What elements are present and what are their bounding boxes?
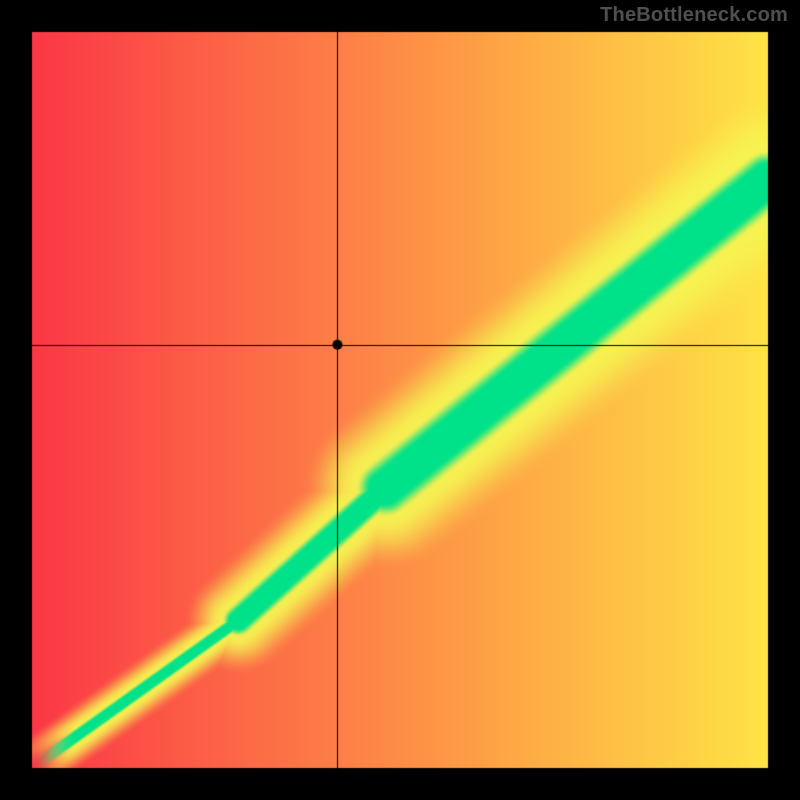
chart-root: TheBottleneck.com xyxy=(0,0,800,800)
watermark-text: TheBottleneck.com xyxy=(600,4,788,27)
bottleneck-heatmap xyxy=(0,0,800,800)
